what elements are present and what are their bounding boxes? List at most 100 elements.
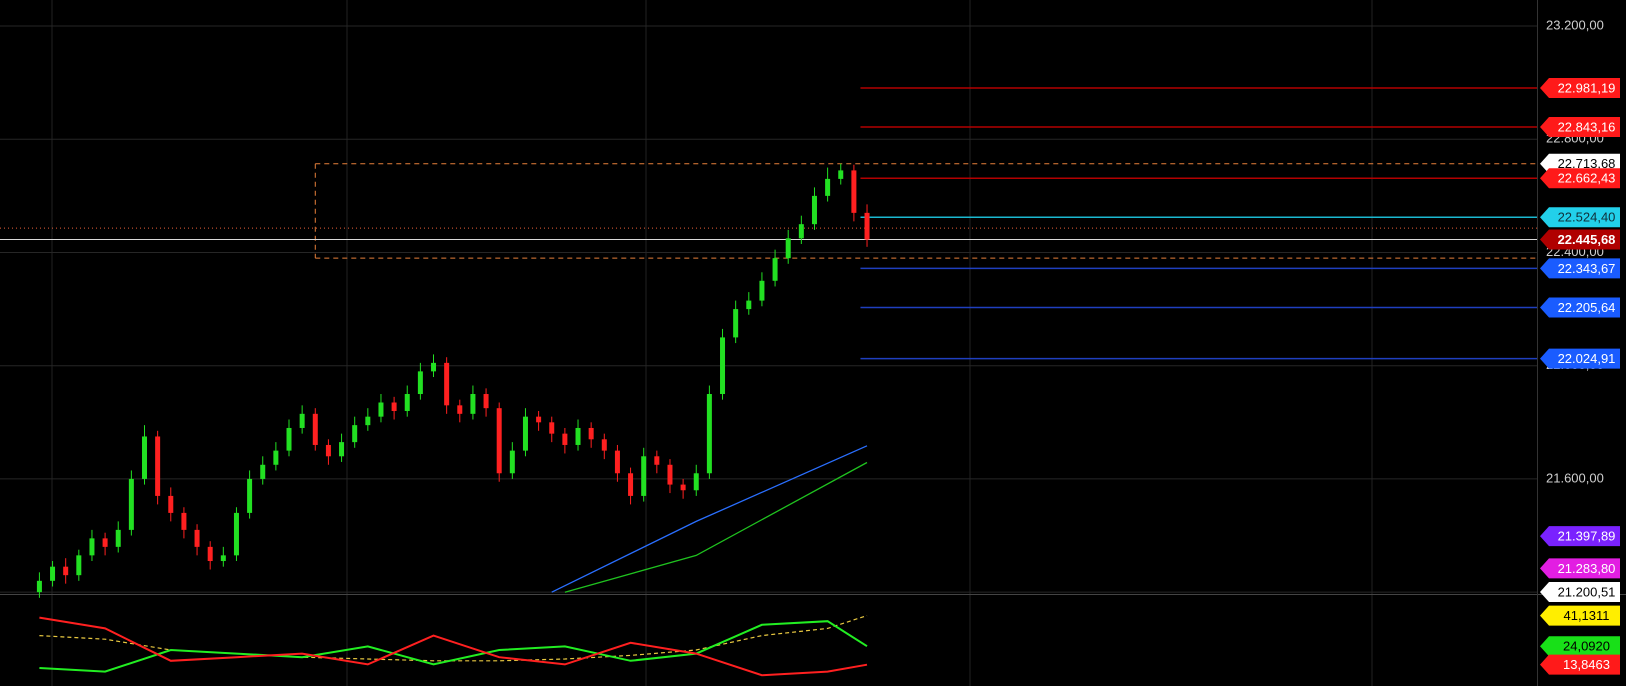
oscillator-label: 24,0920 bbox=[1563, 639, 1610, 654]
price-label: 22.713,68 bbox=[1558, 156, 1616, 171]
candle-body bbox=[720, 337, 726, 395]
candle-body bbox=[575, 427, 581, 445]
candle-body bbox=[233, 512, 239, 556]
oscillator-tag bbox=[1540, 636, 1620, 657]
candle-body bbox=[404, 394, 410, 411]
candle-body bbox=[207, 546, 213, 562]
price-tag bbox=[1540, 258, 1620, 279]
price-tag bbox=[1540, 526, 1620, 547]
price-label: 22.343,67 bbox=[1558, 261, 1616, 276]
candle-body bbox=[536, 416, 542, 423]
candle-body bbox=[155, 436, 161, 496]
candle-body bbox=[312, 413, 318, 445]
price-label: 22.981,19 bbox=[1558, 80, 1616, 95]
price-label: 22.662,43 bbox=[1558, 171, 1616, 186]
candle-body bbox=[772, 258, 778, 281]
candle-body bbox=[115, 529, 121, 547]
candle-body bbox=[693, 473, 699, 491]
candle-body bbox=[89, 538, 95, 556]
candle-body bbox=[299, 413, 305, 428]
candle-body bbox=[247, 478, 253, 513]
candle-body bbox=[798, 224, 804, 239]
candle-body bbox=[614, 450, 620, 474]
price-label: 21.283,80 bbox=[1558, 561, 1616, 576]
candle-body bbox=[76, 555, 82, 576]
price-tag bbox=[1540, 297, 1620, 318]
candle-body bbox=[36, 580, 42, 593]
candle-body bbox=[470, 394, 476, 414]
candle-body bbox=[864, 212, 870, 240]
candle-body bbox=[680, 484, 686, 491]
candle-body bbox=[194, 529, 200, 547]
price-label: 22.024,91 bbox=[1558, 351, 1616, 366]
moving-average bbox=[564, 461, 868, 593]
candle-body bbox=[431, 362, 437, 372]
candle-body bbox=[811, 195, 817, 225]
candle-body bbox=[365, 416, 371, 426]
candle-body bbox=[444, 362, 450, 406]
candle-body bbox=[391, 402, 397, 411]
price-tag bbox=[1540, 582, 1620, 603]
moving-average bbox=[551, 445, 868, 593]
price-label: 22.445,68 bbox=[1558, 232, 1616, 247]
price-label: 22.205,64 bbox=[1558, 300, 1616, 315]
candle-body bbox=[496, 408, 502, 474]
candle-body bbox=[628, 473, 634, 496]
price-label: 22.843,16 bbox=[1558, 119, 1616, 134]
oscillator-label: 41,1311 bbox=[1563, 608, 1609, 623]
price-tag bbox=[1540, 77, 1620, 98]
price-tag bbox=[1540, 558, 1620, 579]
candle-body bbox=[50, 566, 56, 581]
candle-body bbox=[522, 416, 528, 451]
candle-body bbox=[667, 464, 673, 485]
candle-body bbox=[851, 170, 857, 213]
candle-body bbox=[181, 512, 187, 530]
y-tick-label: 23.200,00 bbox=[1546, 17, 1604, 32]
oscillator-tag bbox=[1540, 605, 1620, 626]
candle-body bbox=[260, 464, 266, 479]
candle-body bbox=[838, 170, 844, 179]
price-tag bbox=[1540, 229, 1620, 250]
candle-body bbox=[562, 433, 568, 445]
candle-body bbox=[220, 555, 226, 562]
price-tag bbox=[1540, 117, 1620, 138]
candle-body bbox=[483, 394, 489, 409]
price-label: 21.397,89 bbox=[1558, 529, 1616, 544]
candle-body bbox=[759, 280, 765, 301]
price-label: 22.524,40 bbox=[1558, 210, 1616, 225]
candle-body bbox=[339, 442, 345, 457]
candle-body bbox=[733, 309, 739, 338]
candle-body bbox=[509, 450, 515, 474]
candle-body bbox=[325, 444, 331, 457]
candle-body bbox=[588, 427, 594, 440]
oscillator-label: 13,8463 bbox=[1563, 657, 1610, 672]
candle-body bbox=[706, 394, 712, 474]
candle-body bbox=[286, 427, 292, 451]
candle-body bbox=[417, 371, 423, 395]
candle-body bbox=[601, 439, 607, 451]
y-tick-label: 21.600,00 bbox=[1546, 470, 1604, 485]
candle-body bbox=[641, 456, 647, 496]
price-tag bbox=[1540, 348, 1620, 369]
candle-body bbox=[378, 402, 384, 417]
candle-body bbox=[549, 422, 555, 434]
price-tag bbox=[1540, 207, 1620, 228]
candle-body bbox=[785, 238, 791, 259]
price-label: 21.200,51 bbox=[1558, 584, 1616, 599]
candle-body bbox=[825, 178, 831, 196]
candle-body bbox=[63, 566, 69, 576]
candle-body bbox=[142, 436, 148, 479]
candle-body bbox=[168, 495, 174, 513]
oscillator-line bbox=[39, 620, 868, 673]
candle-body bbox=[654, 456, 660, 465]
candle-body bbox=[352, 425, 358, 443]
candle-body bbox=[273, 450, 279, 465]
candle-body bbox=[102, 538, 108, 547]
candle-body bbox=[746, 300, 752, 310]
price-tag bbox=[1540, 168, 1620, 189]
candle-body bbox=[128, 478, 134, 530]
oscillator-tag bbox=[1540, 654, 1620, 675]
